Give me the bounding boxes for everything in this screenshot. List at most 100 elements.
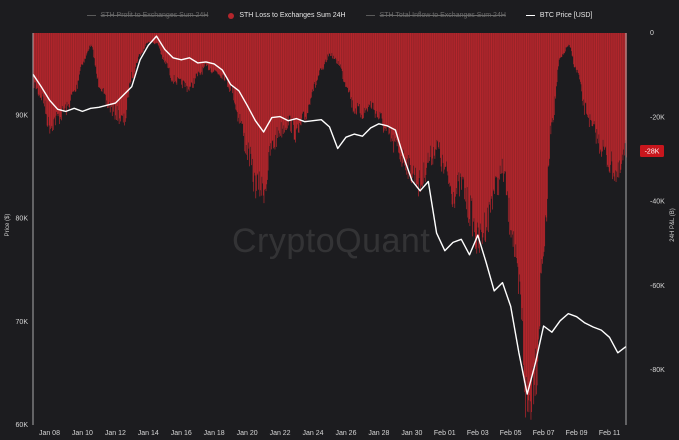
loss-bar <box>393 33 395 153</box>
loss-bar <box>181 33 182 85</box>
left-axis-tick-label: 70K <box>16 319 29 326</box>
loss-bar <box>133 33 135 76</box>
loss-bar <box>239 33 241 114</box>
loss-bar <box>302 33 303 114</box>
loss-bar <box>143 33 145 49</box>
loss-bar <box>116 33 118 106</box>
legend-item-btc-price[interactable]: BTC Price [USD] <box>525 12 592 19</box>
loss-bar <box>60 33 62 119</box>
loss-bar <box>124 33 126 122</box>
legend-item-sth-profit[interactable]: STH Profit to Exchanges Sum 24H <box>86 12 209 19</box>
loss-bar <box>150 33 152 42</box>
loss-bar <box>545 33 547 218</box>
loss-bar <box>380 33 382 114</box>
loss-bar <box>256 33 258 176</box>
loss-bar <box>406 33 408 175</box>
right-axis-title: 24H P&L (B) <box>670 208 676 242</box>
loss-bar <box>197 33 199 73</box>
right-axis-tick-label: 0 <box>650 30 654 37</box>
legend-item-sth-loss[interactable]: STH Loss to Exchanges Sum 24H <box>228 12 346 19</box>
loss-bar <box>497 33 499 178</box>
loss-bar <box>284 33 286 130</box>
loss-bar <box>92 33 93 48</box>
loss-bar <box>503 33 504 182</box>
loss-bar <box>257 33 259 174</box>
loss-bar <box>127 33 129 94</box>
loss-bar <box>532 33 534 367</box>
loss-bar <box>538 33 540 330</box>
loss-bar <box>495 33 497 178</box>
loss-bar <box>219 33 220 75</box>
loss-bar <box>232 33 233 94</box>
loss-bar <box>430 33 432 146</box>
x-axis-tick-label: Feb 11 <box>599 430 620 437</box>
loss-bar <box>533 33 535 405</box>
loss-bar <box>238 33 239 118</box>
loss-bar <box>524 33 526 393</box>
loss-bar <box>240 33 242 122</box>
loss-bar <box>514 33 516 257</box>
loss-bar <box>420 33 422 185</box>
loss-bar <box>570 33 572 48</box>
loss-bar <box>59 33 60 125</box>
loss-bar <box>299 33 301 123</box>
loss-bar <box>402 33 404 150</box>
loss-bar <box>142 33 144 52</box>
loss-bar <box>593 33 594 125</box>
loss-bar <box>513 33 515 232</box>
loss-bar <box>574 33 576 68</box>
loss-bar <box>610 33 611 165</box>
loss-bar <box>61 33 63 107</box>
loss-bar <box>561 33 563 57</box>
loss-bar <box>115 33 117 116</box>
loss-bar <box>137 33 139 62</box>
loss-bar <box>46 33 48 126</box>
loss-bar <box>135 33 136 67</box>
loss-bar <box>90 33 92 45</box>
loss-bar <box>617 33 618 178</box>
loss-bar <box>387 33 389 126</box>
loss-bar <box>361 33 363 119</box>
loss-bar <box>525 33 526 418</box>
loss-bar <box>523 33 525 383</box>
loss-bar <box>619 33 621 174</box>
loss-bar <box>39 33 41 98</box>
loss-bar <box>346 33 348 88</box>
loss-bar <box>268 33 270 153</box>
loss-bar <box>624 33 626 144</box>
loss-bar <box>136 33 138 64</box>
loss-bar <box>431 33 433 159</box>
loss-bar <box>189 33 191 87</box>
loss-bar <box>273 33 274 149</box>
loss-bar <box>363 33 365 108</box>
loss-bar <box>413 33 415 175</box>
x-axis-tick-label: Feb 01 <box>434 430 456 437</box>
loss-bar <box>588 33 590 128</box>
loss-bar <box>148 33 150 42</box>
loss-bar <box>127 33 128 98</box>
loss-bar <box>248 33 250 149</box>
loss-bar <box>595 33 596 133</box>
x-axis-tick-label: Jan 22 <box>270 430 291 437</box>
loss-bar <box>96 33 97 74</box>
loss-bar <box>278 33 279 131</box>
loss-bar <box>599 33 601 150</box>
loss-bar <box>73 33 75 92</box>
loss-bar <box>142 33 143 53</box>
loss-bar <box>38 33 40 97</box>
legend-item-sth-total-inflow[interactable]: STH Total Inflow to Exchanges Sum 24H <box>365 12 506 19</box>
loss-bar <box>221 33 223 80</box>
loss-bar <box>394 33 395 141</box>
loss-bar <box>376 33 378 118</box>
left-axis-tick-label: 80K <box>16 216 29 223</box>
loss-bar <box>565 33 567 48</box>
legend-swatch <box>525 14 535 17</box>
loss-bar <box>549 33 551 126</box>
loss-bar <box>563 33 565 54</box>
loss-bar <box>303 33 305 112</box>
loss-bar <box>400 33 401 162</box>
legend-label: STH Profit to Exchanges Sum 24H <box>100 12 209 19</box>
loss-bar <box>463 33 465 178</box>
loss-bar <box>295 33 296 143</box>
loss-bar <box>604 33 606 148</box>
